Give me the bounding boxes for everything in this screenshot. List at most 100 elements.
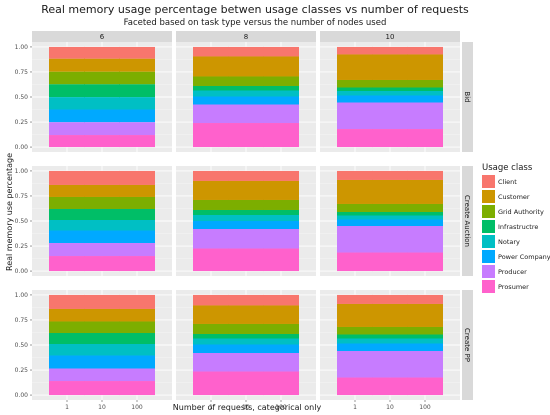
row-strip-1 xyxy=(462,166,473,276)
bar-segment-customer xyxy=(337,54,373,80)
bar-segment-producer xyxy=(337,226,373,253)
bar-segment-infrastructre xyxy=(263,333,299,339)
bar-segment-producer xyxy=(372,351,408,378)
panel-1-1 xyxy=(176,166,316,276)
panel-2-2 xyxy=(320,290,460,400)
x-tick-label: 1 xyxy=(65,404,69,411)
bar-segment-power-company xyxy=(263,344,299,354)
legend-label: Producer xyxy=(498,268,527,276)
col-strip-8 xyxy=(176,31,316,42)
bar-segment-infrastructre xyxy=(119,84,155,98)
bar-segment-notary xyxy=(228,214,264,221)
bar-segment-notary xyxy=(119,343,155,356)
bar-segment-producer xyxy=(228,353,264,372)
row-strip-0 xyxy=(462,42,473,152)
y-axis-title: Real memory use percentage xyxy=(5,153,14,271)
bar-segment-producer xyxy=(193,104,229,124)
row-strip-label: Bid xyxy=(463,91,471,102)
bar-segment-customer xyxy=(49,184,85,197)
bar-segment-prosumer xyxy=(49,256,85,272)
bar-segment-producer xyxy=(263,104,299,124)
bar-segment-prosumer xyxy=(49,135,85,148)
bar-segment-customer xyxy=(337,303,373,327)
legend-label: Notary xyxy=(498,238,520,246)
y-tick-label: 0.50 xyxy=(15,218,29,225)
y-tick-label: 0.00 xyxy=(15,268,29,275)
bar-segment-power-company xyxy=(372,343,408,352)
bar-segment-notary xyxy=(263,214,299,221)
bar-segment-customer xyxy=(84,184,120,197)
y-tick-label: 1.00 xyxy=(15,168,29,175)
bar-segment-producer xyxy=(407,351,443,378)
bar-segment-customer xyxy=(263,180,299,200)
bar-segment-prosumer xyxy=(263,371,299,396)
y-tick-label: 0.75 xyxy=(15,193,29,200)
bar-segment-power-company xyxy=(119,230,155,244)
x-tick-label: 100 xyxy=(275,404,287,411)
bar-segment-infrastructre xyxy=(228,85,264,91)
bar-segment-customer xyxy=(407,303,443,327)
bar-segment-power-company xyxy=(263,96,299,105)
panel-0-2 xyxy=(320,42,460,152)
y-tick-label: 1.00 xyxy=(15,44,29,51)
bar-segment-power-company xyxy=(119,109,155,123)
bar-segment-producer xyxy=(49,243,85,257)
bar-segment-prosumer xyxy=(193,371,229,396)
bar-segment-customer xyxy=(119,184,155,197)
bar-segment-notary xyxy=(49,219,85,231)
bar-segment-customer xyxy=(84,308,120,322)
bar-segment-customer xyxy=(407,179,443,204)
y-tick-label: 0.25 xyxy=(15,243,29,250)
bar-segment-producer xyxy=(119,243,155,257)
col-strip-label: 6 xyxy=(100,33,105,41)
bar-segment-infrastructre xyxy=(372,211,408,216)
bar-segment-infrastructre xyxy=(407,87,443,91)
bar-segment-prosumer xyxy=(407,129,443,148)
bar-segment-prosumer xyxy=(407,377,443,396)
bar-segment-power-company xyxy=(407,95,443,103)
bar-segment-client xyxy=(119,170,155,185)
bar-segment-producer xyxy=(337,351,373,378)
bar-segment-customer xyxy=(228,305,264,324)
legend-swatch-notary xyxy=(482,235,495,248)
bar-segment-grid-authority xyxy=(193,323,229,334)
bar-segment-prosumer xyxy=(49,381,85,396)
bar-segment-power-company xyxy=(337,219,373,227)
bar-segment-producer xyxy=(263,353,299,372)
bar-segment-infrastructre xyxy=(119,332,155,344)
bar-segment-prosumer xyxy=(263,248,299,272)
bar-segment-producer xyxy=(263,229,299,249)
y-tick-label: 0.75 xyxy=(15,69,29,76)
bar-segment-client xyxy=(49,294,85,309)
bar-segment-producer xyxy=(193,229,229,249)
y-tick-label: 0.50 xyxy=(15,342,29,349)
bar-segment-customer xyxy=(407,54,443,80)
legend-swatch-producer xyxy=(482,265,495,278)
bar-segment-producer xyxy=(372,226,408,253)
legend-swatch-client xyxy=(482,175,495,188)
panel-2-0 xyxy=(32,290,172,400)
col-strip-label: 8 xyxy=(244,33,248,41)
bar-segment-client xyxy=(407,46,443,55)
bar-segment-prosumer xyxy=(193,123,229,148)
bar-segment-prosumer xyxy=(119,256,155,272)
facet-panels: 6 8 10 Bid Create Auction Create PP 0.00 0.25 0.… xyxy=(15,31,473,411)
bar-segment-power-company xyxy=(49,230,85,244)
row-strip-label: Create PP xyxy=(463,328,471,362)
bar-segment-prosumer xyxy=(228,123,264,148)
bar-segment-client xyxy=(407,170,443,180)
bar-segment-grid-authority xyxy=(119,321,155,333)
bar-segment-customer xyxy=(337,179,373,204)
bar-segment-grid-authority xyxy=(228,199,264,210)
bar-segment-infrastructre xyxy=(84,84,120,98)
bar-segment-notary xyxy=(372,338,408,344)
legend-label: Infrastructre xyxy=(498,223,538,231)
bar-segment-power-company xyxy=(337,95,373,103)
bar-segment-customer xyxy=(372,179,408,204)
bar-segment-power-company xyxy=(407,343,443,352)
bar-segment-grid-authority xyxy=(49,196,85,209)
bar-segment-prosumer xyxy=(228,371,264,396)
x-tick-label: 100 xyxy=(131,404,143,411)
bar-segment-producer xyxy=(228,229,264,249)
